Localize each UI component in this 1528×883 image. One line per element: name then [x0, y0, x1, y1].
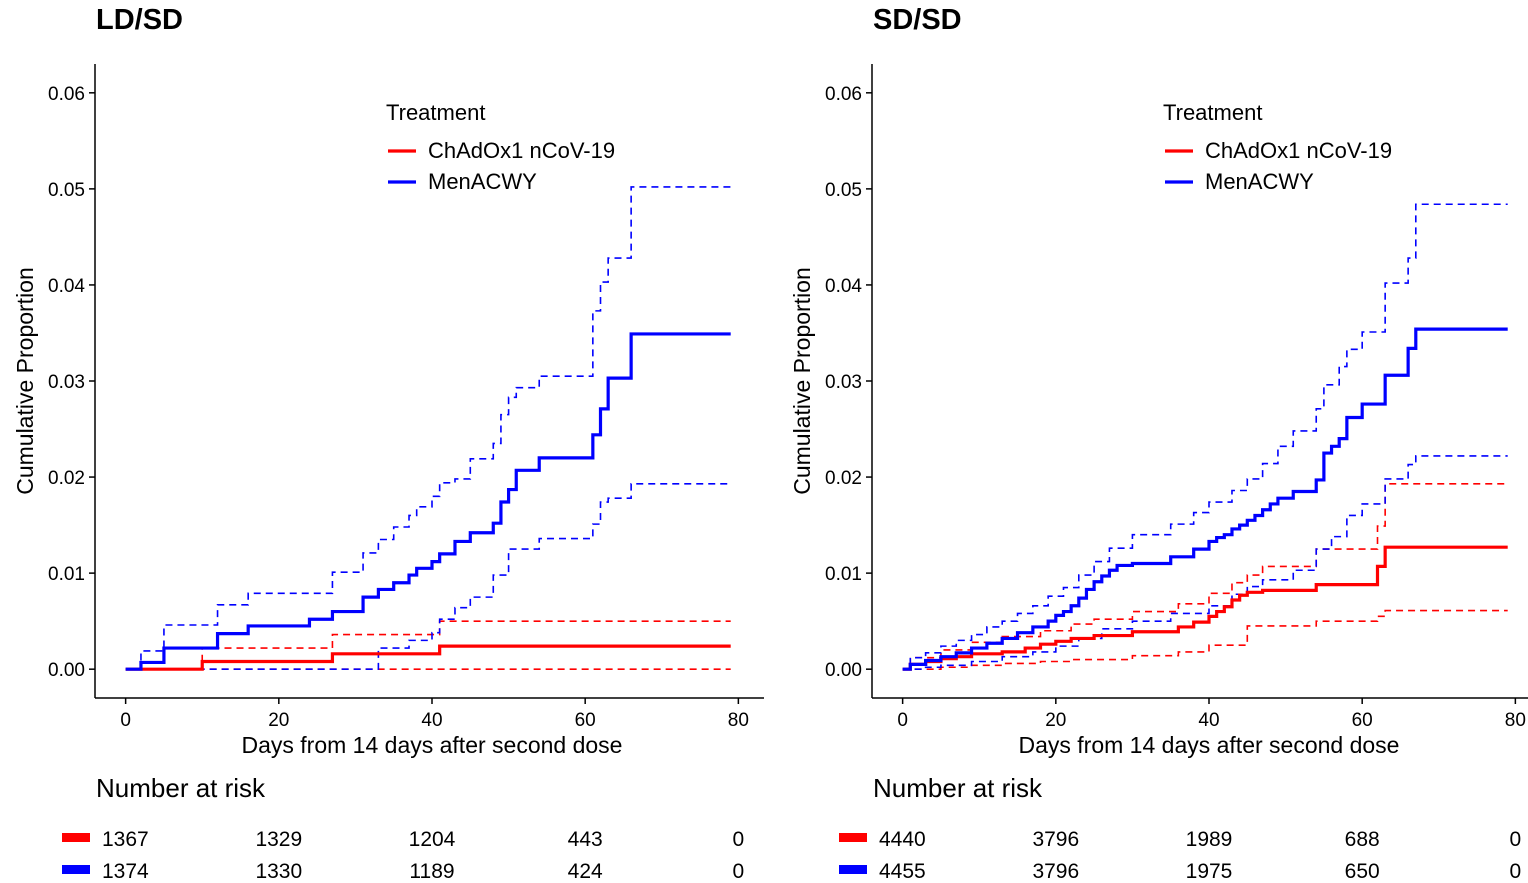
risk-value: 3796: [1032, 860, 1079, 883]
risk-value: 0: [733, 828, 745, 851]
risk-value: 0: [1510, 860, 1522, 883]
x-tick-label: 60: [575, 710, 596, 731]
risk-value: 1367: [102, 828, 149, 851]
y-tick-label: 0.02: [48, 468, 85, 489]
y-tick-label: 0.02: [825, 468, 862, 489]
risk-row-key: [62, 865, 90, 874]
km-plot: 0.00 0.01 0.02 0.03 0.04 0.05 0.06 0 20 40 60 80 Day…: [789, 64, 1528, 883]
risk-value: 0: [1510, 828, 1522, 851]
risk-value: 1204: [409, 828, 456, 851]
ci-upper-line: [902, 203, 1508, 670]
legend-label: ChAdOx1 nCoV-19: [1205, 138, 1392, 163]
y-tick-label: 0.06: [48, 84, 85, 105]
risk-value: 1374: [102, 860, 149, 883]
y-tick-label: 0.04: [825, 276, 862, 297]
y-tick-label: 0.04: [48, 276, 85, 297]
y-tick-label: 0.03: [48, 372, 85, 393]
x-tick-label: 20: [268, 710, 289, 731]
risk-value: 3796: [1032, 828, 1079, 851]
y-tick-label: 0.06: [825, 84, 862, 105]
panel-title: SD/SD: [873, 4, 962, 36]
panel-title: LD/SD: [96, 4, 183, 36]
x-tick-label: 20: [1045, 710, 1066, 731]
risk-row-key: [839, 865, 867, 874]
y-tick-label: 0.05: [825, 180, 862, 201]
ci-upper-line: [125, 186, 731, 670]
risk-value: 424: [568, 860, 603, 883]
legend-title: Treatment: [1163, 100, 1262, 125]
risk-table-title: Number at risk: [873, 773, 1043, 803]
ci-upper-line: [902, 482, 1508, 670]
y-tick-label: 0.03: [825, 372, 862, 393]
series-line-0: [125, 644, 731, 671]
risk-value: 1330: [255, 860, 302, 883]
x-tick-label: 40: [421, 710, 442, 731]
risk-value: 1989: [1186, 828, 1233, 851]
ci-lower-line: [902, 609, 1508, 670]
ci-lower-line: [125, 482, 731, 670]
y-tick-label: 0.01: [825, 564, 862, 585]
risk-value: 1329: [255, 828, 302, 851]
x-tick-label: 80: [728, 710, 749, 731]
x-tick-label: 60: [1352, 710, 1373, 731]
risk-value: 1189: [409, 860, 454, 883]
risk-row-key: [62, 833, 90, 842]
risk-value: 650: [1345, 860, 1380, 883]
x-tick-label: 0: [897, 710, 908, 731]
risk-value: 4455: [879, 860, 926, 883]
risk-value: 688: [1345, 828, 1380, 851]
ci-upper-line: [125, 620, 731, 670]
x-axis-label: Days from 14 days after second dose: [1019, 732, 1400, 758]
panel-ld-sd: LD/SD 0.00 0.01 0.02 0.03 0.04 0.05 0.06 0 20 40 6…: [12, 4, 764, 883]
ci-lower-line: [902, 455, 1508, 670]
risk-table-title: Number at risk: [96, 773, 266, 803]
risk-row-key: [839, 833, 867, 842]
risk-value: 0: [733, 860, 745, 883]
y-tick-label: 0.01: [48, 564, 85, 585]
series-line-0: [902, 545, 1508, 671]
legend-label: MenACWY: [428, 169, 537, 194]
series-line-1: [902, 327, 1508, 671]
legend-label: MenACWY: [1205, 169, 1314, 194]
x-axis-label: Days from 14 days after second dose: [242, 732, 623, 758]
km-plot: 0.00 0.01 0.02 0.03 0.04 0.05 0.06 0 20 40 60 80 Day…: [12, 64, 764, 883]
legend-title: Treatment: [386, 100, 485, 125]
panel-sd-sd: SD/SD 0.00 0.01 0.02 0.03 0.04 0.05 0.06 0 20 40 6…: [777, 0, 1528, 883]
x-tick-label: 40: [1198, 710, 1219, 731]
risk-value: 443: [568, 828, 603, 851]
risk-value: 1975: [1186, 860, 1233, 883]
y-tick-label: 0.00: [48, 660, 85, 681]
x-tick-label: 80: [1505, 710, 1526, 731]
y-tick-label: 0.00: [825, 660, 862, 681]
risk-value: 4440: [879, 828, 926, 851]
legend-label: ChAdOx1 nCoV-19: [428, 138, 615, 163]
series-line-1: [125, 332, 731, 671]
y-tick-label: 0.05: [48, 180, 85, 201]
y-axis-label: Cumulative Proportion: [789, 267, 815, 495]
x-tick-label: 0: [120, 710, 131, 731]
y-axis-label: Cumulative Proportion: [12, 267, 38, 495]
